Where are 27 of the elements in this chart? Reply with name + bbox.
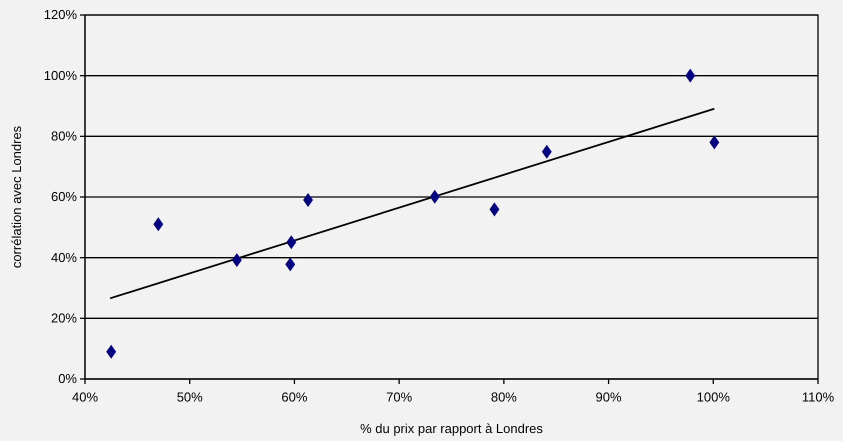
y-tick-label: 60% bbox=[50, 189, 78, 204]
y-tick-label: 40% bbox=[50, 250, 78, 265]
point bbox=[153, 217, 164, 232]
point bbox=[232, 253, 242, 268]
y-tick-label: 120% bbox=[44, 7, 78, 22]
x-tick-label: 110% bbox=[802, 389, 835, 404]
point bbox=[489, 202, 500, 216]
x-tick-label: 80% bbox=[490, 389, 518, 404]
y-tick-label: 0% bbox=[58, 371, 78, 386]
y-axis-title: corrélation avec Londres bbox=[9, 125, 24, 268]
y-tick-label: 100% bbox=[44, 68, 78, 83]
x-tick-label: 100% bbox=[696, 389, 730, 404]
x-tick-label: 90% bbox=[596, 389, 622, 404]
y-tick-label: 80% bbox=[50, 128, 78, 144]
point bbox=[685, 68, 696, 83]
point bbox=[709, 135, 720, 150]
x-tick-label: 50% bbox=[176, 389, 204, 404]
point bbox=[286, 235, 296, 250]
y-tick-label: 20% bbox=[50, 310, 78, 326]
x-axis-title: % du prix par rapport à Londres bbox=[360, 421, 544, 436]
x-tick-label: 40% bbox=[72, 389, 98, 404]
x-tick-label: 60% bbox=[281, 389, 308, 404]
point bbox=[430, 190, 440, 204]
point bbox=[542, 144, 552, 159]
point bbox=[285, 257, 296, 272]
x-tick-label: 70% bbox=[386, 389, 413, 404]
point bbox=[106, 344, 116, 359]
